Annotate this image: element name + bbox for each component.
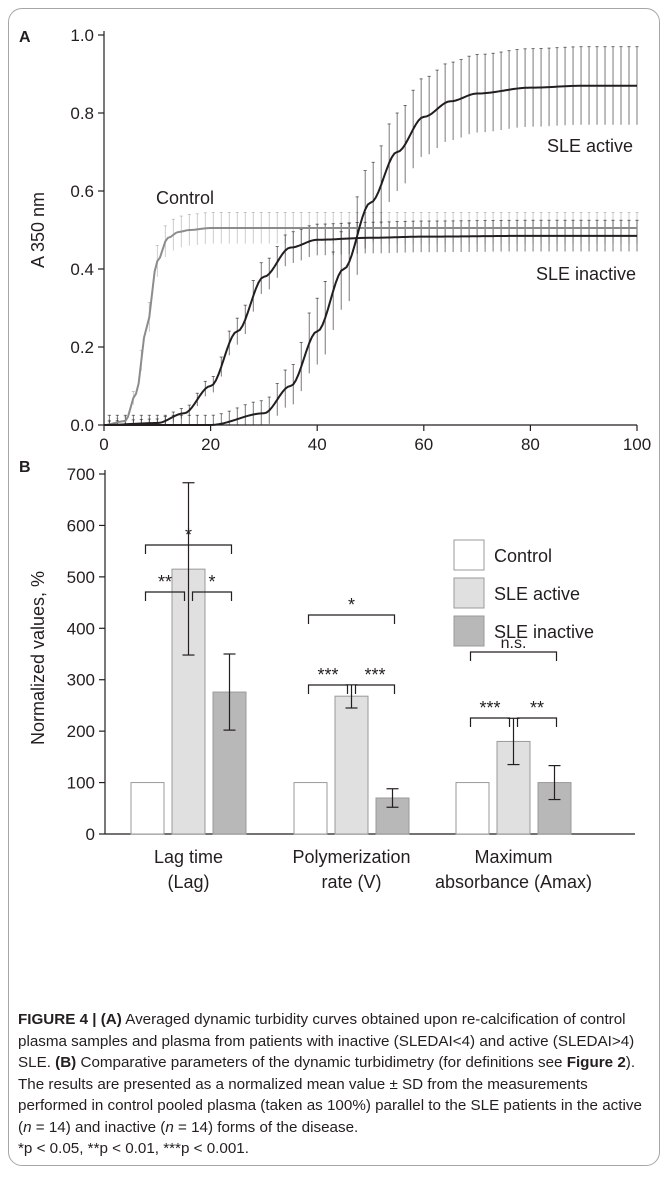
bar-sle-active-group-1 xyxy=(334,695,369,835)
y-tick-label: 500 xyxy=(67,568,95,587)
significance-bracket xyxy=(469,717,511,727)
legend-swatch xyxy=(453,615,485,647)
significance-bracket xyxy=(307,614,396,624)
y-tick-label: 400 xyxy=(67,619,95,638)
series-line-control xyxy=(103,227,637,426)
caption-b-text-1: Comparative parameters of the dynamic tu… xyxy=(76,1054,567,1071)
significance-label: *** xyxy=(317,665,338,685)
caption-p-values: *p < 0.05, **p < 0.01, ***p < 0.001. xyxy=(18,1140,249,1157)
axes-b: 0 100 200 300 400 500 600 700 Normalized values,… xyxy=(28,465,635,844)
caption-n-var-1: n xyxy=(23,1118,32,1136)
series-label-sle-inactive: SLE inactive xyxy=(536,264,636,284)
caption-b-text-2: ). The results are presented as a normal… xyxy=(18,1054,642,1136)
caption-figure-label: FIGURE 4 | xyxy=(18,1011,101,1028)
figure-frame xyxy=(8,8,660,1166)
caption-n-text-1: = 14) and inactive ( xyxy=(31,1118,166,1136)
y-tick-label: 0 xyxy=(86,825,95,844)
caption-n-text-2: = 14) forms of the disease. xyxy=(173,1118,359,1136)
bar-control-group-0 xyxy=(130,782,165,835)
caption-b-tag: (B) xyxy=(55,1054,77,1071)
significance-bracket xyxy=(516,717,558,727)
series-2-error-bars xyxy=(107,219,639,425)
category-label-line1: Maximum xyxy=(474,847,552,867)
category-label-line2: rate (V) xyxy=(321,872,381,892)
y-axis-title: A 350 nm xyxy=(28,192,48,268)
y-tick-label: 0.0 xyxy=(70,416,94,435)
y-axis-title: Normalized values, % xyxy=(28,571,48,745)
x-tick-label: 0 xyxy=(99,435,108,450)
series-label-control: Control xyxy=(156,188,214,208)
x-tick-label: 20 xyxy=(201,435,220,450)
significance-label: n.s. xyxy=(501,635,527,652)
axes-a: 0.00.20.40.60.81.0020406080100Time, minA… xyxy=(28,26,651,450)
significance-bracket xyxy=(469,651,558,661)
x-tick-label: 40 xyxy=(308,435,327,450)
panel-label-b: B xyxy=(19,459,31,476)
series-label-sle-active: SLE active xyxy=(547,136,633,156)
category-label-line2: (Lag) xyxy=(167,872,209,892)
significance-label: ** xyxy=(530,698,544,718)
y-tick-label: 1.0 xyxy=(70,26,94,45)
y-tick-label: 100 xyxy=(67,774,95,793)
legend-label: SLE inactive xyxy=(494,622,594,642)
y-tick-label: 300 xyxy=(67,671,95,690)
y-tick-label: 0.4 xyxy=(70,260,94,279)
caption-n-var-2: n xyxy=(165,1118,174,1136)
bar-control-group-2 xyxy=(455,782,490,835)
category-label-line1: Lag time xyxy=(154,847,223,867)
legend-label: SLE active xyxy=(494,584,580,604)
significance-bracket xyxy=(144,591,186,601)
y-tick-label: 700 xyxy=(67,465,95,484)
significance-bracket xyxy=(144,544,233,554)
significance-bracket xyxy=(191,591,233,601)
category-label-line2: absorbance (Amax) xyxy=(435,872,592,892)
y-tick-label: 0.8 xyxy=(70,104,94,123)
significance-bracket xyxy=(354,684,396,694)
significance-label: ** xyxy=(158,572,172,592)
series-line-sle-inactive xyxy=(103,234,637,426)
x-tick-label: 60 xyxy=(414,435,433,450)
y-tick-label: 600 xyxy=(67,516,95,535)
figure-caption: FIGURE 4 | (A) Averaged dynamic turbidit… xyxy=(18,1009,650,1160)
significance-label: * xyxy=(185,525,192,545)
bar-control-group-1 xyxy=(293,782,328,835)
caption-a-text: Averaged dynamic turbidity curves obtain… xyxy=(18,1011,635,1071)
chart-b-bar-chart: B 0 100 200 300 400 500 600 700 Normalized values… xyxy=(19,459,635,892)
caption-figure-ref: Figure 2 xyxy=(566,1054,626,1071)
x-tick-label: 100 xyxy=(623,435,651,450)
significance-label: * xyxy=(348,595,355,615)
significance-label: *** xyxy=(364,665,385,685)
significance-label: * xyxy=(208,572,215,592)
legend-swatch xyxy=(453,577,485,609)
caption-a-tag: (A) xyxy=(100,1011,122,1028)
legend: Control SLE active SLE inactive xyxy=(453,539,594,647)
panel-label-a: A xyxy=(19,29,31,46)
legend-label: Control xyxy=(494,546,552,566)
chart-a-line-chart: A0.00.20.40.60.81.0020406080100Time, min… xyxy=(19,26,651,450)
y-tick-label: 200 xyxy=(67,722,95,741)
significance-bracket xyxy=(307,684,349,694)
category-label-line1: Polymerization xyxy=(292,847,410,867)
legend-swatch xyxy=(453,539,485,571)
y-tick-label: 0.6 xyxy=(70,182,94,201)
y-tick-label: 0.2 xyxy=(70,338,94,357)
x-tick-label: 80 xyxy=(521,435,540,450)
significance-label: *** xyxy=(479,698,500,718)
